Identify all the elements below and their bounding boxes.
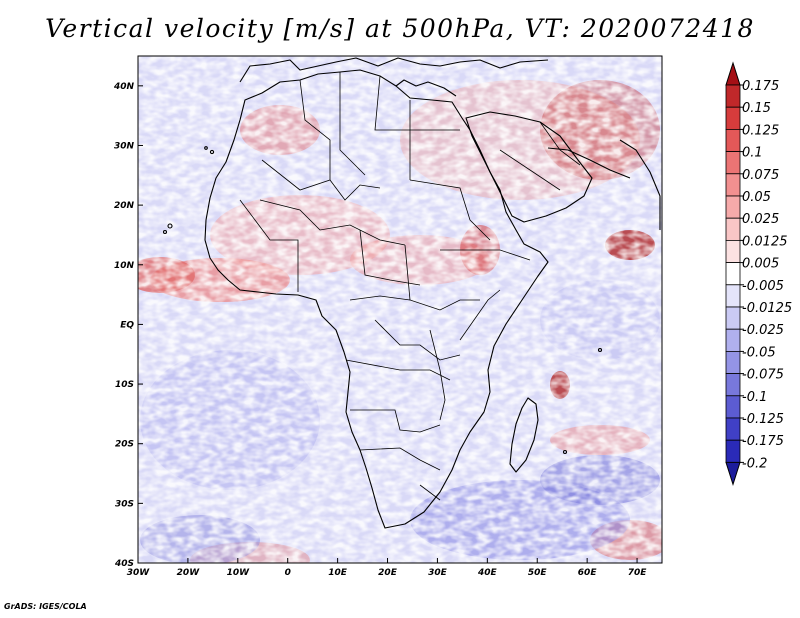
colorbar-segment: [725, 328, 741, 352]
map-axes: 30W 20W 10W 0 10E 20E 30E 40E 50E 60E 70E 40N 30N 20N…: [113, 82, 647, 578]
colorbar-label: 0.175: [742, 79, 779, 94]
colorbar-label: -0.025: [742, 323, 784, 338]
velocity-field: [138, 56, 662, 563]
colorbar-label: -0.125: [742, 412, 784, 427]
country-borders: [239, 72, 581, 501]
colorbar-label: -0.05: [742, 345, 776, 360]
colorbar-label: 0.075: [742, 168, 779, 183]
lon-tick-label: 10W: [227, 568, 251, 578]
colorbar-label: -0.1: [742, 390, 767, 405]
lon-tick-label: 30W: [127, 568, 151, 578]
colorbar-label: -0.2: [742, 456, 767, 471]
lat-tick-label: 30N: [114, 141, 135, 151]
colorbar-segment: [725, 439, 741, 463]
colorbar-label: -0.005: [742, 279, 784, 294]
lat-tick-label: EQ: [120, 320, 134, 330]
colorbar-label: -0.175: [742, 434, 784, 449]
colorbar-segment: [725, 284, 741, 308]
colorbar-label: 0.05: [742, 190, 771, 205]
lon-tick-label: 50E: [528, 568, 548, 578]
credit-text: GrADS: IGES/COLA: [4, 602, 87, 611]
colorbar-label: 0.005: [742, 257, 779, 272]
lat-tick-label: 10N: [114, 261, 135, 271]
colorbar-segment: [725, 239, 741, 263]
lon-tick-label: 60E: [578, 568, 598, 578]
colorbar-segment: [725, 395, 741, 419]
colorbar-segment: [725, 217, 741, 241]
lat-tick-label: 40N: [113, 82, 135, 92]
lon-tick-label: 40E: [477, 568, 498, 578]
lon-tick-label: 30E: [428, 568, 448, 578]
colorbar-segment: [725, 106, 741, 130]
colorbar-segment: [725, 84, 741, 108]
colorbar-cap-bottom: [725, 461, 741, 487]
colorbar-segment: [725, 128, 741, 152]
map-frame: [137, 55, 663, 564]
colorbar-label: 0.025: [742, 212, 779, 227]
lat-tick-label: 20S: [115, 440, 134, 450]
colorbar-label: -0.075: [742, 368, 784, 383]
lat-tick-label: 30S: [115, 499, 134, 509]
colorbar-segment: [725, 151, 741, 175]
colorbar-label: 0.0125: [742, 234, 788, 249]
colorbar-label: 0.15: [742, 101, 771, 116]
lon-tick-label: 0: [285, 568, 291, 578]
colorbar-segment: [725, 306, 741, 330]
lat-tick-label: 40S: [114, 559, 134, 569]
lon-tick-label: 20E: [378, 568, 398, 578]
lon-tick-label: 10E: [328, 568, 348, 578]
colorbar-segment: [725, 350, 741, 374]
colorbar-label: -0.0125: [742, 301, 792, 316]
colorbar-label: 0.1: [742, 146, 763, 161]
colorbar-segment: [725, 262, 741, 286]
chart-title: Vertical velocity [m/s] at 500hPa, VT: 2…: [45, 14, 755, 43]
colorbar-label: 0.125: [742, 123, 779, 138]
colorbar-segment: [725, 173, 741, 197]
colorbar-segment: [725, 195, 741, 219]
colorbar: 0.175 0.15 0.125 0.1 0.075 0.05 0.025 0.0125 0.0…: [725, 61, 792, 487]
colorbar-cap-top: [725, 61, 741, 86]
lon-tick-label: 70E: [628, 568, 648, 578]
colorbar-segment: [725, 373, 741, 397]
lat-tick-label: 20N: [114, 201, 135, 211]
lat-tick-label: 10S: [115, 380, 134, 390]
colorbar-segment: [725, 417, 741, 441]
lon-tick-label: 20W: [177, 568, 201, 578]
coastlines: [162, 57, 661, 529]
